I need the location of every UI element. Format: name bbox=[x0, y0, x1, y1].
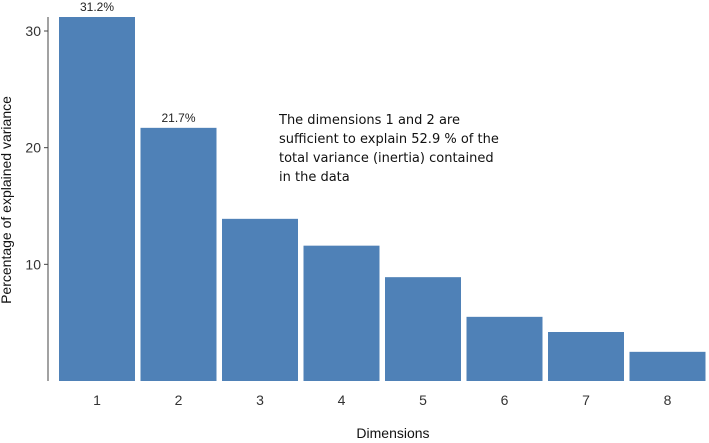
annotation-line: in the data bbox=[279, 170, 350, 185]
y-tick-label: 20 bbox=[25, 140, 41, 156]
x-tick-label: 4 bbox=[338, 392, 346, 408]
x-tick-label: 7 bbox=[582, 392, 590, 408]
bar-value-label: 21.7% bbox=[161, 111, 195, 125]
bar-dimension-6 bbox=[466, 316, 543, 381]
y-tick-label: 10 bbox=[25, 256, 41, 272]
annotation-line: sufficient to explain 52.9 % of the bbox=[279, 132, 499, 147]
bars-group bbox=[59, 17, 706, 381]
x-tick-label: 6 bbox=[501, 392, 509, 408]
bar-dimension-1 bbox=[59, 17, 135, 381]
bar-dimension-2 bbox=[140, 127, 217, 381]
bar-value-label: 31.2% bbox=[80, 0, 114, 14]
x-tick-label: 2 bbox=[175, 392, 183, 408]
y-tick-label: 30 bbox=[25, 23, 41, 39]
bar-dimension-3 bbox=[222, 218, 298, 381]
variance-annotation: The dimensions 1 and 2 are sufficient to… bbox=[278, 113, 503, 185]
data-labels: 31.2% 21.7% bbox=[80, 0, 196, 125]
y-axis-title: Percentage of explained variance bbox=[0, 96, 14, 304]
x-ticks: 1 2 3 4 5 6 7 8 bbox=[93, 392, 672, 408]
bar-dimension-4 bbox=[303, 245, 380, 381]
x-tick-label: 3 bbox=[256, 392, 264, 408]
bar-dimension-8 bbox=[629, 351, 706, 381]
x-axis-title: Dimensions bbox=[356, 425, 429, 441]
bar-dimension-5 bbox=[385, 277, 461, 381]
x-tick-label: 5 bbox=[419, 392, 427, 408]
bar-dimension-7 bbox=[548, 332, 624, 381]
y-ticks: 10 20 30 bbox=[25, 23, 48, 272]
annotation-line: The dimensions 1 and 2 are bbox=[278, 113, 460, 128]
annotation-line: total variance (inertia) contained bbox=[279, 151, 494, 166]
x-tick-label: 8 bbox=[664, 392, 672, 408]
x-tick-label: 1 bbox=[93, 392, 101, 408]
